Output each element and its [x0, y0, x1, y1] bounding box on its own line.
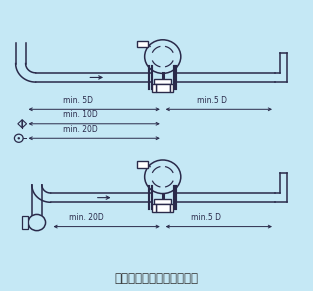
Text: min.5 D: min.5 D	[191, 213, 221, 222]
Text: min. 20D: min. 20D	[63, 125, 98, 134]
Bar	[136, 161, 148, 168]
Bar	[156, 84, 170, 92]
Bar	[152, 204, 156, 212]
Bar	[152, 84, 156, 91]
Text: 弯管、阀门和泵之间的安装: 弯管、阀门和泵之间的安装	[115, 272, 198, 285]
Text: min. 20D: min. 20D	[69, 213, 104, 222]
Bar	[170, 204, 173, 212]
Bar	[136, 41, 148, 47]
Bar	[22, 216, 28, 230]
Text: min. 10D: min. 10D	[63, 110, 98, 119]
Bar	[154, 199, 171, 204]
Bar	[170, 84, 173, 91]
Text: min. 5D: min. 5D	[63, 96, 93, 105]
Bar	[154, 79, 171, 84]
Circle shape	[18, 137, 20, 139]
Bar	[156, 204, 170, 212]
Text: min.5 D: min.5 D	[197, 96, 227, 105]
